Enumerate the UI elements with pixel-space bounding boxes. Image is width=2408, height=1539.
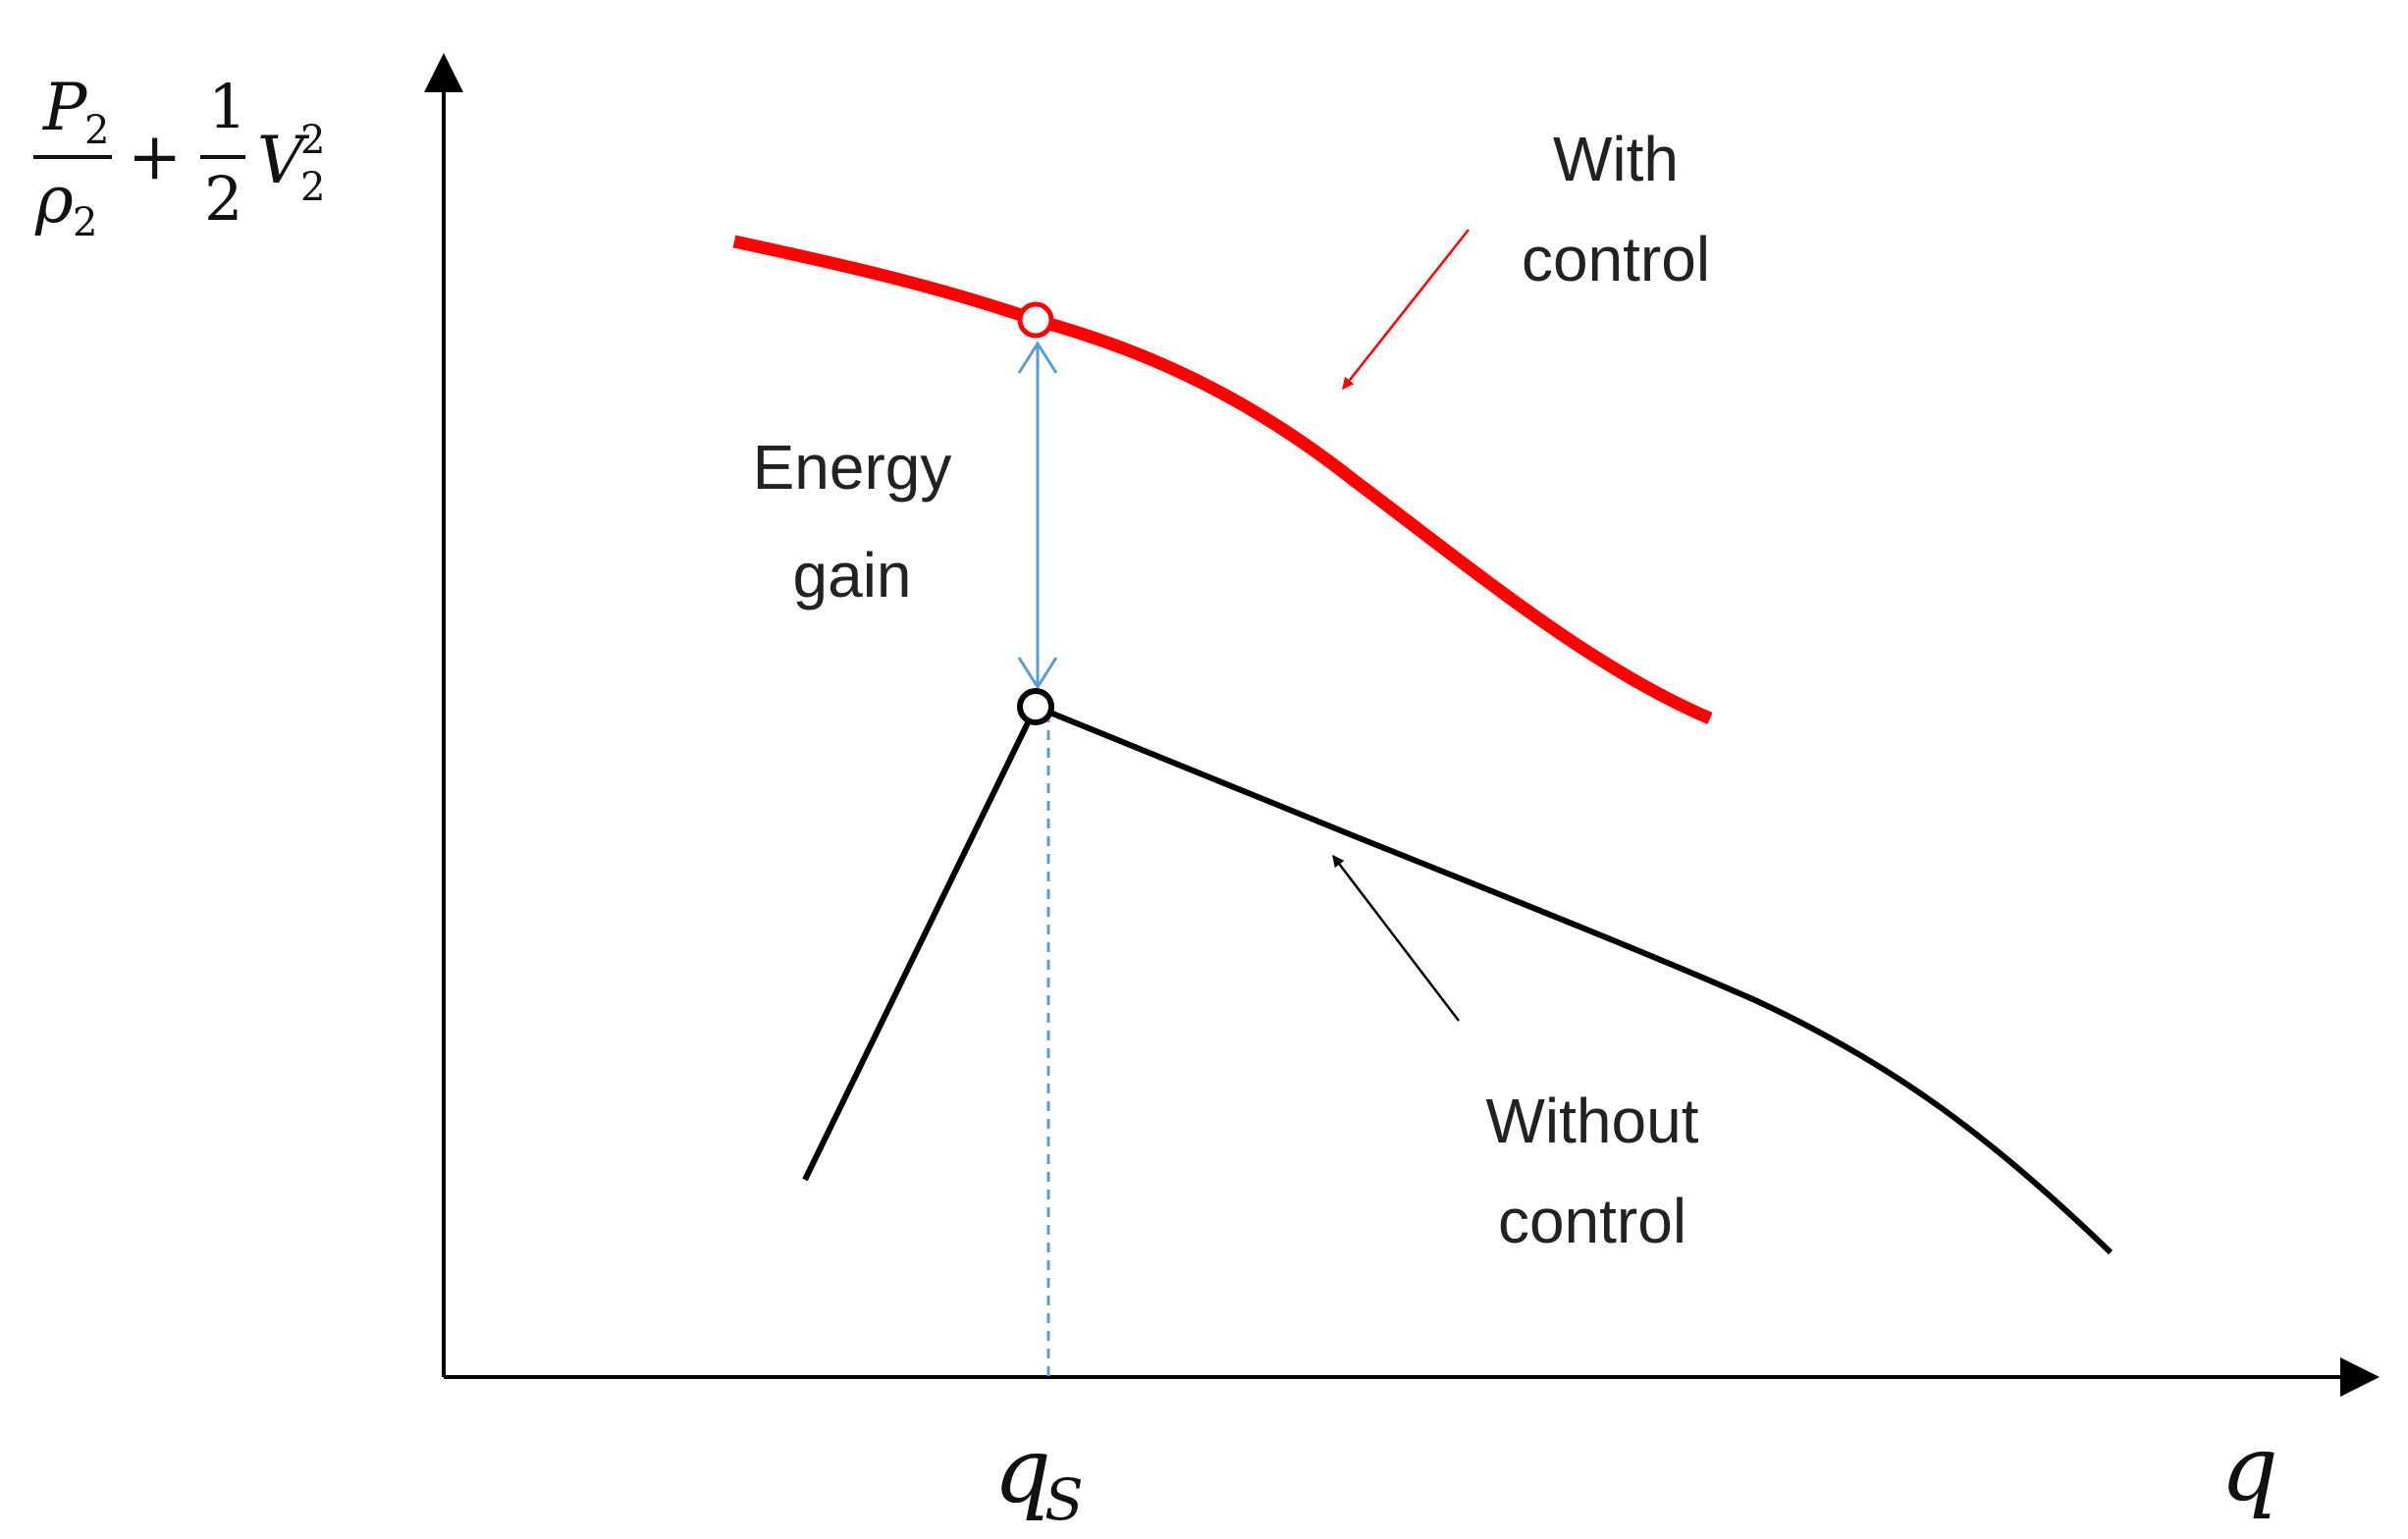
x-axis-label: q [2221, 1416, 2278, 1521]
qs-label: q S [993, 1418, 1084, 1533]
y-label-v-sub: 2 [300, 165, 325, 210]
with-control-curve [732, 235, 1713, 724]
without-control-pointer-arrow [1332, 855, 1460, 1022]
y-label-half-numerator: 1 [208, 71, 246, 142]
y-label-rho-sub: 2 [73, 200, 97, 245]
without-control-line1: Without [1486, 1086, 1699, 1156]
y-axis-label: P 2 ρ 2 + 1 2 V 2 2 [33, 70, 325, 245]
without-control-line2: control [1498, 1186, 1686, 1256]
y-label-rho: ρ [34, 162, 74, 238]
y-label-p-sub: 2 [84, 108, 109, 153]
energy-gain-line1: Energy [753, 432, 952, 503]
y-label-p: P [42, 70, 88, 145]
y-label-plus: + [128, 119, 182, 194]
with-control-pointer-arrow [1342, 229, 1470, 390]
without-control-point [1017, 688, 1054, 725]
y-label-v-sup: 2 [300, 118, 325, 163]
energy-gain-label: Energy gain [753, 432, 952, 610]
qs-label-subscript: S [1044, 1466, 1084, 1533]
y-label-v: V [257, 123, 310, 198]
without-control-label: Without control [1486, 1086, 1699, 1256]
y-label-half-denominator: 2 [204, 163, 242, 235]
qs-label-symbol: q [993, 1418, 1051, 1523]
with-control-point [1017, 301, 1054, 339]
energy-gain-arrow [1017, 341, 1058, 690]
energy-gain-line2: gain [793, 540, 912, 610]
with-control-line1: With [1553, 124, 1679, 194]
with-control-line2: control [1522, 224, 1710, 294]
without-control-curve [802, 703, 2114, 1255]
with-control-label: With control [1522, 124, 1710, 294]
